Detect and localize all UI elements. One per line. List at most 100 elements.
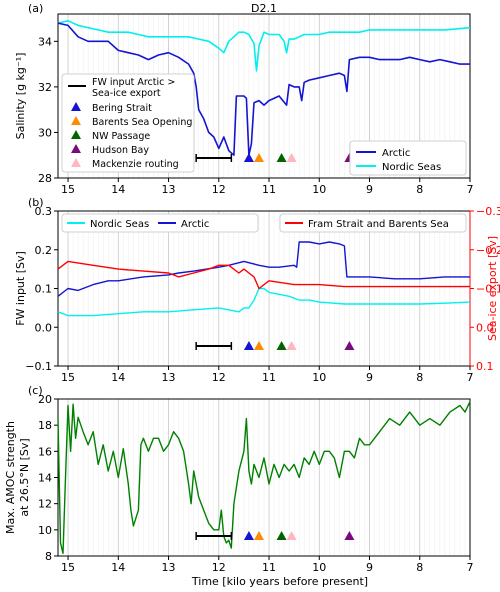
x-tick-label: 9 (366, 183, 373, 196)
y-axis-label: Salinity [g kg⁻¹] (14, 53, 27, 140)
legend-sea-ice: Fram Strait and Barents Sea (279, 213, 467, 233)
legend-arctic-label: Arctic (181, 219, 209, 230)
x-tick-label: 8 (416, 371, 423, 384)
legend-triangle-swatch (71, 102, 81, 111)
event-triangle (253, 341, 264, 350)
legend-triangle-swatch (71, 144, 81, 153)
legend-fram-label: Fram Strait and Barents Sea (308, 219, 449, 230)
x-tick-label: 11 (262, 371, 276, 384)
y-tick-label: 10 (38, 524, 52, 537)
x-tick-label: 10 (312, 561, 326, 574)
x-tick-label: 8 (416, 561, 423, 574)
y-tick-label: 8 (45, 550, 52, 563)
legend-nordic-label: Nordic Seas (90, 219, 149, 230)
legend-nordic-label: Nordic Seas (382, 162, 441, 173)
y-right-tick-label: −0.1 (476, 283, 500, 296)
event-triangle (243, 341, 254, 350)
y-axis-label-right: Sea-ice export [Sv] (486, 236, 499, 341)
series-nordic-seas-line (57, 287, 471, 317)
x-tick-label: 7 (467, 183, 474, 196)
panel-b: 15 14 13 12 11 10 9 8 7 −0.1 0.0 0.1 0.2 0.3 −0.3 −0.2 −… (14, 196, 500, 384)
event-triangle (253, 153, 264, 162)
panel-a: 15 14 13 12 11 10 9 8 7 28 30 32 34 (a) D2.1 Salinity [… (14, 2, 474, 196)
event-triangle (344, 531, 355, 540)
x-tick-label: 11 (262, 561, 276, 574)
y-right-tick-label: −0.2 (476, 244, 500, 257)
legend-box (349, 140, 467, 176)
legend-triangle-swatch (71, 130, 81, 139)
y-tick-label: 18 (38, 419, 52, 432)
y-tick-label: 0.1 (35, 283, 53, 296)
event-triangle (276, 341, 287, 350)
y-tick-label: 0.2 (35, 244, 53, 257)
event-triangle (276, 531, 287, 540)
plot-frame (57, 13, 471, 179)
event-triangle (286, 153, 297, 162)
x-tick-label: 10 (312, 371, 326, 384)
x-tick-label: 7 (467, 371, 474, 384)
y-tick-label: 30 (38, 126, 52, 139)
x-tick-label: 14 (111, 183, 125, 196)
event-triangle (276, 153, 287, 162)
legend-arctic-label: Arctic (382, 148, 410, 159)
legend-event-label: Hudson Bay (92, 145, 149, 156)
y-axis-label-line2: at 26.5°N [Sv] (18, 438, 31, 516)
y-tick-label: 28 (38, 172, 52, 185)
y-right-tick-label: 0.1 (476, 360, 494, 373)
panel-c: 15 14 13 12 11 10 9 8 7 8 10 12 14 16 18 20(c) Max. AMOC… (4, 384, 474, 574)
x-tick-label: 12 (212, 371, 226, 384)
panel-label-a: (a) (28, 2, 43, 15)
legend-fw-label-1: FW input Arctic > (92, 77, 175, 88)
legend-fw-label-2: Sea-ice export (92, 88, 161, 99)
x-tick-label: 14 (111, 561, 125, 574)
legend-box (279, 213, 467, 233)
series-amoc-line (57, 401, 471, 555)
x-tick-label: 9 (366, 561, 373, 574)
y-axis-label-line1: Max. AMOC strength (4, 421, 17, 534)
series-arctic-line (57, 241, 470, 297)
y-tick-label: 0.0 (35, 321, 53, 334)
series-sea-ice-export-line (57, 260, 470, 290)
x-tick-label: 13 (162, 561, 176, 574)
x-tick-label: 11 (262, 183, 276, 196)
y-tick-label: −0.1 (25, 360, 52, 373)
panel-label-c: (c) (28, 384, 43, 397)
series-nordic-seas-line (57, 19, 471, 72)
legend-salinity: Arctic Nordic Seas (349, 140, 467, 176)
y-tick-label: 12 (38, 498, 52, 511)
y-tick-label: 20 (38, 393, 52, 406)
event-triangle (344, 341, 355, 350)
event-triangle (286, 341, 297, 350)
y-tick-label: 14 (38, 472, 52, 485)
y-right-tick-label: −0.3 (476, 205, 500, 218)
x-tick-label: 15 (61, 371, 75, 384)
event-triangle (286, 531, 297, 540)
legend-event-label: Bering Strait (92, 103, 152, 114)
x-tick-label: 14 (111, 371, 125, 384)
legend-box (61, 73, 195, 173)
y-tick-label: 16 (38, 445, 52, 458)
x-tick-label: 12 (212, 183, 226, 196)
x-tick-label: 8 (416, 183, 423, 196)
y-right-tick-label: 0.0 (476, 321, 494, 334)
panel-label-b: (b) (28, 196, 44, 209)
legend-fw-input: Nordic Seas Arctic (61, 213, 259, 233)
x-tick-label: 9 (366, 371, 373, 384)
y-tick-label: 32 (38, 81, 52, 94)
x-tick-label: 7 (467, 561, 474, 574)
y-tick-label: 34 (38, 35, 52, 48)
x-tick-label: 13 (162, 183, 176, 196)
x-tick-label: 10 (312, 183, 326, 196)
y-axis-label: FW input [Sv] (14, 251, 27, 326)
legend-triangle-swatch (71, 158, 81, 167)
x-tick-label: 12 (212, 561, 226, 574)
x-tick-label: 15 (61, 561, 75, 574)
event-triangle (243, 531, 254, 540)
x-tick-label: 13 (162, 371, 176, 384)
series-arctic-line (57, 22, 470, 156)
event-triangle (253, 531, 264, 540)
y-tick-label: 0.3 (35, 205, 53, 218)
legend-event-label: NW Passage (92, 131, 150, 142)
chart-title: D2.1 (251, 2, 277, 15)
